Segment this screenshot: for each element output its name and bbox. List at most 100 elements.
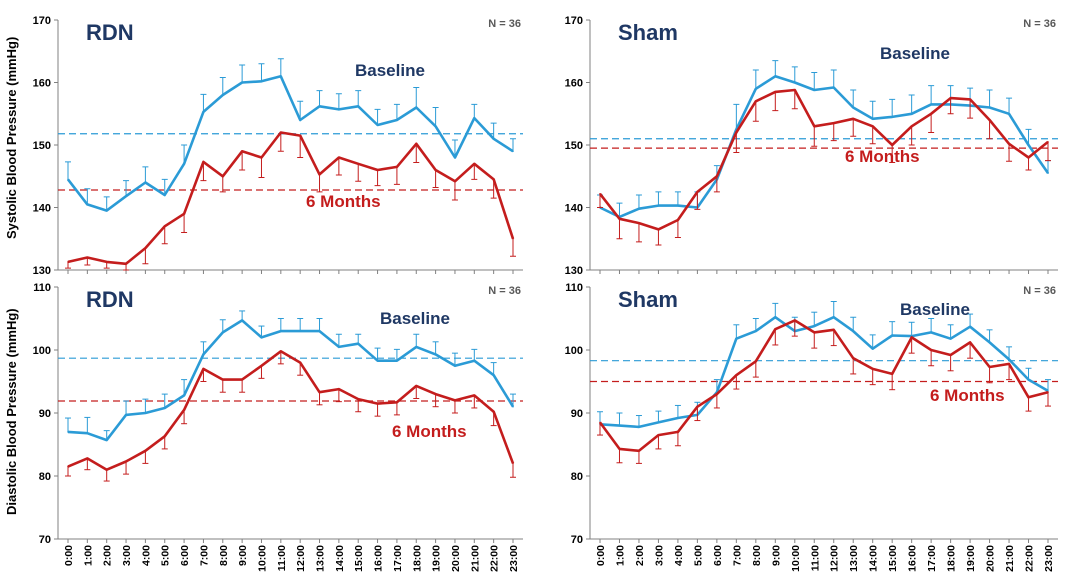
data-point-6-months (163, 435, 166, 438)
y-tick-label: 130 (33, 265, 51, 277)
x-tick-label: 14:00 (334, 545, 346, 572)
data-point-6-months (618, 217, 621, 220)
data-point-6-months (221, 378, 224, 381)
data-point-baseline (677, 417, 679, 419)
data-point-baseline (1008, 112, 1010, 115)
data-point-6-months (774, 328, 777, 331)
data-point-6-months (125, 262, 127, 265)
x-tick-label: 0:00 (595, 545, 607, 566)
data-point-baseline (1027, 378, 1030, 381)
series-line-baseline (67, 319, 515, 442)
data-point-baseline (299, 330, 301, 332)
data-point-baseline (949, 337, 952, 340)
data-point-6-months (1047, 391, 1049, 394)
panel-title: RDN (86, 20, 134, 45)
data-point-6-months (183, 409, 185, 411)
data-point-6-months (357, 398, 360, 400)
data-point-baseline (338, 346, 340, 348)
data-point-6-months (202, 368, 205, 370)
n-label: N = 36 (1023, 18, 1056, 30)
data-point-6-months (67, 465, 69, 468)
x-tick-label: 17:00 (926, 545, 938, 572)
panel-bottom-left: 70 80 90 100 110 0:00 1:00 2:00 3:00 4:00 5:00 6:00… (33, 282, 523, 572)
data-point-baseline (852, 106, 855, 109)
data-point-6-months (86, 256, 89, 259)
x-tick-label: 17:00 (392, 545, 404, 572)
x-tick-label: 20:00 (450, 545, 462, 572)
x-tick-label: 16:00 (373, 545, 385, 572)
x-tick-label: 6:00 (179, 545, 191, 566)
y-tick-label: 100 (565, 345, 583, 357)
data-point-6-months (125, 460, 127, 463)
data-point-baseline (454, 364, 456, 367)
x-tick-label: 10:00 (256, 545, 268, 572)
series-label-baseline: Baseline (880, 44, 950, 63)
data-point-baseline (657, 421, 660, 424)
data-point-6-months (512, 237, 514, 240)
data-point-6-months (473, 394, 476, 397)
data-point-baseline (260, 336, 263, 339)
data-point-6-months (599, 192, 601, 195)
x-tick-label: 13:00 (848, 545, 860, 572)
data-point-6-months (716, 175, 718, 178)
data-point-baseline (376, 124, 379, 126)
data-point-6-months (813, 331, 816, 334)
data-point-baseline (163, 194, 166, 196)
x-tick-label: 18:00 (411, 545, 423, 572)
data-point-baseline (221, 331, 224, 334)
x-tick-label: 4:00 (673, 545, 685, 566)
data-point-baseline (755, 330, 757, 332)
data-point-baseline (473, 117, 476, 119)
data-point-6-months (144, 247, 147, 249)
data-point-6-months (415, 142, 418, 145)
data-point-6-months (338, 388, 340, 390)
data-point-6-months (163, 225, 166, 228)
y-tick-label: 160 (33, 78, 51, 90)
data-point-6-months (260, 156, 263, 159)
x-tick-label: 10:00 (790, 545, 802, 572)
data-point-6-months (891, 144, 893, 146)
data-point-baseline (774, 316, 777, 319)
data-point-baseline (299, 119, 301, 121)
y-tick-label: 160 (565, 78, 583, 90)
x-tick-label: 14:00 (868, 545, 880, 572)
data-point-6-months (415, 385, 418, 387)
x-tick-label: 19:00 (965, 545, 977, 572)
n-label: N = 36 (488, 18, 521, 30)
data-point-6-months (280, 350, 282, 353)
y-tick-label: 110 (565, 282, 583, 294)
data-point-baseline (473, 359, 476, 362)
data-point-6-months (1027, 396, 1030, 399)
data-point-baseline (755, 87, 757, 90)
x-tick-label: 0:00 (63, 545, 75, 566)
data-point-6-months (376, 402, 379, 405)
series-line-6-months (598, 88, 1049, 231)
data-point-baseline (67, 178, 69, 181)
data-point-6-months (338, 156, 340, 159)
x-tick-label: 6:00 (712, 545, 724, 566)
y-tick-label: 80 (571, 471, 583, 483)
x-tick-label: 9:00 (237, 545, 249, 566)
data-point-baseline (434, 353, 437, 356)
data-point-6-months (793, 319, 796, 322)
data-point-baseline (638, 207, 640, 210)
x-tick-label: 11:00 (809, 545, 821, 571)
data-point-baseline (910, 112, 913, 115)
data-point-6-months (492, 410, 495, 413)
data-point-6-months (930, 112, 932, 115)
y-tick-label: 150 (565, 140, 583, 152)
y-tick-label: 70 (571, 534, 583, 546)
data-point-6-months (871, 125, 874, 128)
data-point-6-months (949, 97, 952, 99)
x-tick-label: 13:00 (315, 545, 327, 572)
data-point-baseline (1047, 172, 1049, 174)
x-tick-label: 3:00 (121, 545, 133, 566)
data-point-baseline (871, 347, 874, 350)
data-point-6-months (241, 150, 243, 153)
x-tick-label: 8:00 (751, 545, 763, 566)
y-tick-label: 170 (33, 15, 51, 27)
data-point-6-months (1047, 141, 1049, 143)
data-point-baseline (512, 150, 514, 153)
x-tick-label: 15:00 (353, 545, 365, 572)
series-label-6-months: 6 Months (306, 192, 381, 211)
